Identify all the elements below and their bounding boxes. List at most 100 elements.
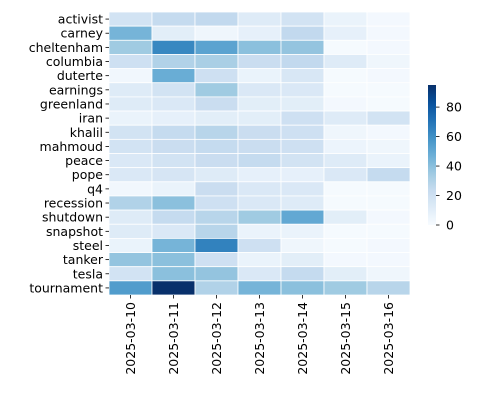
heatmap-cell — [108, 153, 153, 169]
y-tick-label: earnings — [49, 82, 103, 97]
heatmap-cell — [280, 68, 325, 84]
heatmap-cell — [366, 209, 411, 225]
colorbar-tick-label: 80 — [446, 100, 462, 115]
heatmap-cell — [151, 280, 196, 296]
heatmap-cell — [366, 181, 411, 197]
heatmap-cell — [108, 195, 153, 211]
heatmap-cell — [194, 96, 239, 112]
heatmap-cell — [151, 54, 196, 70]
heatmap-cell — [151, 252, 196, 268]
heatmap-cell — [323, 252, 368, 268]
heatmap-cell — [323, 195, 368, 211]
heatmap-cell — [108, 82, 153, 98]
heatmap-cell — [366, 167, 411, 183]
y-tick-label: cheltenham — [29, 40, 103, 55]
x-tick-label: 2025-03-15 — [338, 302, 353, 375]
y-tick-label: duterte — [57, 68, 103, 83]
heatmap-cell — [108, 25, 153, 41]
heatmap-cell — [194, 138, 239, 154]
y-tick-label: tesla — [73, 266, 103, 281]
x-tick-label: 2025-03-13 — [252, 302, 267, 375]
heatmap-cell — [151, 237, 196, 253]
heatmap-cell — [366, 237, 411, 253]
heatmap-cell — [194, 25, 239, 41]
heatmap-cell — [151, 39, 196, 55]
x-tick-label: 2025-03-11 — [166, 302, 181, 375]
heatmap-cell — [366, 223, 411, 239]
heatmap-cell — [237, 195, 282, 211]
heatmap-cell — [323, 181, 368, 197]
heatmap-cell — [280, 237, 325, 253]
heatmap-cell — [237, 266, 282, 282]
heatmap-cell — [323, 266, 368, 282]
heatmap-cell — [237, 110, 282, 126]
heatmap-cell — [323, 167, 368, 183]
heatmap-cell — [323, 209, 368, 225]
heatmap-cell — [237, 167, 282, 183]
heatmap-cell — [366, 124, 411, 140]
heatmap-cell — [151, 110, 196, 126]
heatmap-cell — [151, 167, 196, 183]
heatmap-cell — [366, 280, 411, 296]
heatmap-cell — [108, 237, 153, 253]
heatmap-cell — [194, 252, 239, 268]
heatmap-cell — [237, 54, 282, 70]
heatmap-cell — [366, 54, 411, 70]
heatmap-cell — [366, 153, 411, 169]
y-tick-label: recession — [44, 196, 103, 211]
heatmap-cell — [108, 209, 153, 225]
heatmap-cell — [237, 153, 282, 169]
heatmap-cell — [280, 39, 325, 55]
heatmap-cell — [108, 11, 153, 27]
x-tick-label: 2025-03-14 — [295, 302, 310, 375]
heatmap-cell — [366, 138, 411, 154]
x-tick-label: 2025-03-12 — [209, 302, 224, 375]
heatmap-cell — [194, 124, 239, 140]
heatmap-cell — [323, 11, 368, 27]
heatmap-cell — [108, 54, 153, 70]
heatmap-cell — [151, 223, 196, 239]
x-tick-labels: 2025-03-10 2025-03-11 2025-03-12 2025-03-13… — [123, 295, 396, 375]
heatmap-cell — [108, 39, 153, 55]
heatmap-cell — [280, 11, 325, 27]
heatmap-cell — [323, 237, 368, 253]
heatmap-cell — [108, 68, 153, 84]
heatmap-cell — [237, 181, 282, 197]
heatmap-cell — [194, 223, 239, 239]
y-tick-label: tanker — [63, 252, 104, 267]
heatmap-cell — [323, 96, 368, 112]
heatmap-cell — [280, 54, 325, 70]
colorbar-gradient — [428, 85, 436, 225]
heatmap-cell — [366, 11, 411, 27]
y-tick-labels: activistcarneycheltenhamcolumbiadutertee… — [29, 12, 109, 295]
heatmap-cell — [280, 209, 325, 225]
heatmap-cell — [194, 167, 239, 183]
heatmap-cell — [108, 124, 153, 140]
heatmap-cell — [237, 82, 282, 98]
heatmap-cell — [323, 39, 368, 55]
heatmap-cell — [151, 181, 196, 197]
heatmap-cells — [108, 11, 411, 296]
heatmap-cell — [194, 153, 239, 169]
heatmap-cell — [151, 25, 196, 41]
heatmap-cell — [151, 138, 196, 154]
heatmap-cell — [366, 82, 411, 98]
colorbar-tick-label: 20 — [446, 188, 462, 203]
x-tick-label: 2025-03-16 — [381, 302, 396, 375]
heatmap-cell — [237, 39, 282, 55]
heatmap-cell — [194, 110, 239, 126]
heatmap-cell — [194, 209, 239, 225]
heatmap-cell — [280, 167, 325, 183]
heatmap-cell — [151, 96, 196, 112]
heatmap-cell — [323, 68, 368, 84]
heatmap-cell — [237, 96, 282, 112]
heatmap-cell — [237, 280, 282, 296]
colorbar: 0 20 40 60 80 — [428, 85, 462, 233]
x-tick-label: 2025-03-10 — [123, 302, 138, 375]
heatmap-cell — [323, 153, 368, 169]
heatmap-cell — [237, 138, 282, 154]
heatmap-cell — [194, 11, 239, 27]
y-tick-label: columbia — [46, 54, 103, 69]
heatmap-cell — [366, 110, 411, 126]
